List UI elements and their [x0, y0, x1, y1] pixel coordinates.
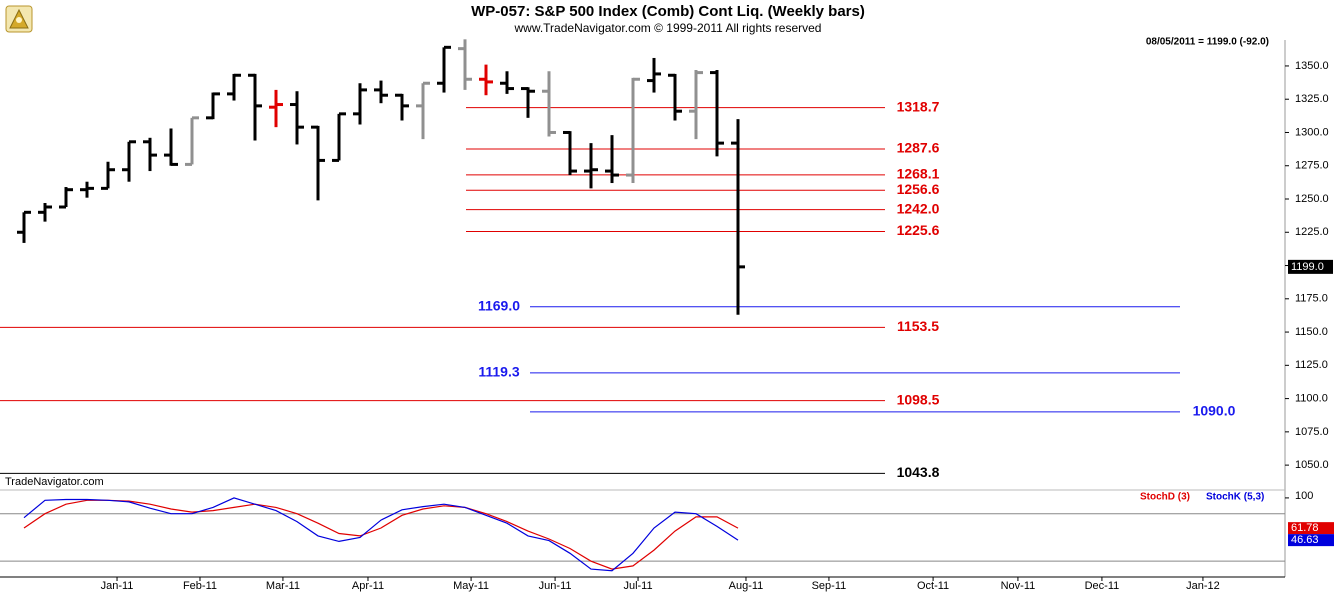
level-label: 1225.6	[897, 222, 940, 238]
chart-title: WP-057: S&P 500 Index (Comb) Cont Liq. (…	[471, 3, 865, 20]
y-tick-label: 1300.0	[1295, 126, 1329, 138]
value-tag	[1288, 522, 1334, 535]
x-tick-label: Aug-11	[729, 580, 764, 592]
value-tag-label: 61.78	[1291, 522, 1319, 534]
y-tick-label: 1325.0	[1295, 93, 1329, 105]
legend-entry: StochK (5,3)	[1206, 492, 1264, 503]
level-label: 1268.1	[897, 166, 940, 182]
y-tick-label: 1150.0	[1295, 326, 1328, 338]
y-tick-label: 1100.0	[1295, 392, 1328, 404]
y-tick-label: 1225.0	[1295, 226, 1329, 238]
price-info: 08/05/2011 = 1199.0 (-92.0)	[1146, 37, 1269, 48]
x-tick-label: Oct-11	[917, 580, 949, 592]
y-tick-label: 1050.0	[1295, 459, 1329, 471]
y-tick-label: 1275.0	[1295, 160, 1329, 172]
last-price-label: 1199.0	[1291, 261, 1324, 273]
y-tick-label: 1075.0	[1295, 426, 1329, 438]
y-tick-label: 1125.0	[1295, 359, 1328, 371]
level-label: 1098.5	[897, 391, 940, 407]
y-tick-label: 1250.0	[1295, 193, 1329, 205]
y-tick-label: 1175.0	[1295, 293, 1328, 305]
x-tick-label: Jan-11	[101, 580, 134, 592]
level-label: 1318.7	[897, 98, 940, 114]
level-label: 1153.5	[897, 318, 939, 334]
x-tick-label: Apr-11	[352, 580, 384, 592]
series-line	[23, 499, 739, 570]
y-tick-label: 1350.0	[1295, 60, 1329, 72]
x-tick-label: May-11	[453, 580, 489, 592]
level-label: 1256.6	[897, 181, 940, 197]
level-label: 1090.0	[1193, 403, 1236, 419]
y-tick-label: 100	[1295, 490, 1313, 502]
series-line	[23, 497, 739, 572]
x-tick-label: Jan-12	[1186, 580, 1220, 592]
x-tick-label: Feb-11	[183, 580, 217, 592]
level-label: 1043.8	[897, 464, 940, 480]
x-tick-label: Dec-11	[1085, 580, 1120, 592]
last-price-tag	[1288, 259, 1333, 274]
chart-subtitle: www.TradeNavigator.com © 1999-2011 All r…	[514, 21, 822, 35]
level-label: 1242.0	[897, 200, 940, 216]
x-tick-label: Nov-11	[1001, 580, 1036, 592]
legend-entry: StochD (3)	[1140, 492, 1190, 503]
level-label: 1119.3	[478, 364, 519, 380]
x-tick-label: Mar-11	[266, 580, 300, 592]
watermark: TradeNavigator.com	[5, 476, 104, 488]
x-tick-label: Jul-11	[623, 580, 652, 592]
x-tick-label: Sep-11	[812, 580, 847, 592]
level-label: 1287.6	[897, 140, 940, 156]
level-label: 1169.0	[478, 297, 520, 313]
x-tick-label: Jun-11	[539, 580, 572, 592]
value-tag	[1288, 534, 1334, 547]
logo	[5, 5, 33, 33]
value-tag-label: 46.63	[1291, 534, 1319, 546]
